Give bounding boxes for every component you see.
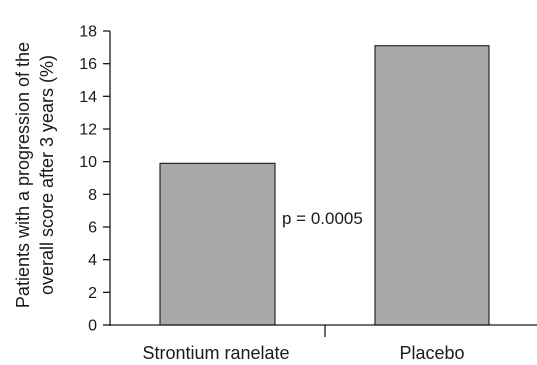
y-tick-label: 4 xyxy=(88,252,97,269)
category-label: Placebo xyxy=(399,343,464,363)
y-tick-label: 0 xyxy=(88,318,97,335)
y-tick-label: 12 xyxy=(79,122,97,139)
y-axis-label-line-1: Patients with a progression of the xyxy=(13,42,33,308)
y-axis-label-line-2: overall score after 3 years (%) xyxy=(37,55,57,295)
y-tick-label: 18 xyxy=(79,24,97,41)
y-tick-label: 14 xyxy=(79,89,97,106)
y-tick-label: 2 xyxy=(88,285,97,302)
bar-strontium-ranelate xyxy=(159,162,276,326)
category-labels: Strontium ranelate Placebo xyxy=(142,343,464,363)
category-label: Strontium ranelate xyxy=(142,343,289,363)
y-tick-label: 6 xyxy=(88,220,97,237)
y-tick-label: 10 xyxy=(79,154,97,171)
y-tick-label: 8 xyxy=(88,187,97,204)
bar-placebo xyxy=(374,45,490,326)
y-tick-label: 16 xyxy=(79,56,97,73)
bars xyxy=(159,45,490,326)
y-axis-label: Patients with a progression of the overa… xyxy=(13,42,57,308)
y-axis-ticks: 0 2 4 6 8 10 12 14 16 18 xyxy=(79,24,110,335)
p-value-annotation: p = 0.0005 xyxy=(282,209,363,228)
